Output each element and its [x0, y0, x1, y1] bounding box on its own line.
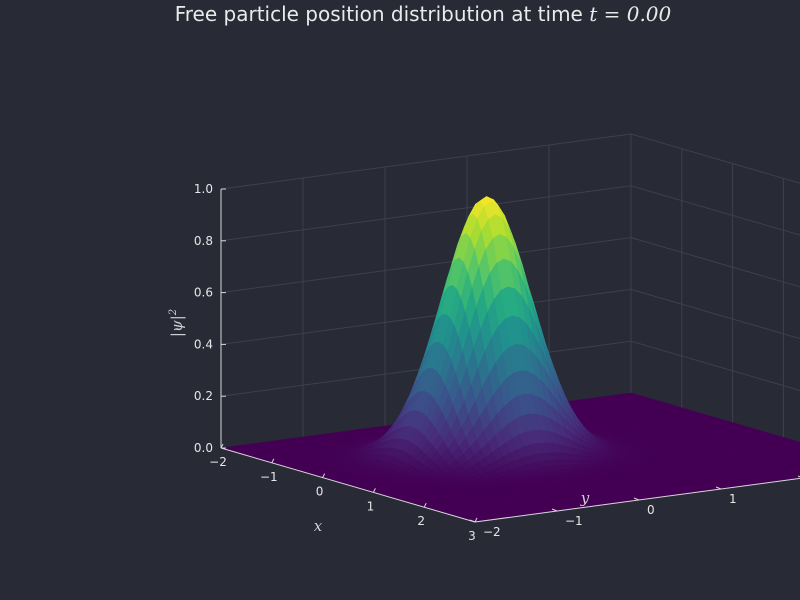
x-tick	[474, 517, 478, 523]
x-tick	[372, 488, 376, 493]
x-tick	[423, 502, 427, 508]
z-tick-label: 1.0	[194, 182, 213, 196]
surface-mesh	[220, 196, 800, 523]
x-tick-label: 1	[367, 499, 375, 513]
y-tick	[469, 519, 476, 523]
grid-line	[630, 185, 800, 236]
y-tick	[551, 508, 558, 512]
grid-line	[630, 133, 800, 184]
chart-title-time: t = 0.00	[589, 2, 671, 26]
x-tick	[271, 458, 275, 464]
x-axis-line	[220, 447, 476, 523]
chart-axes	[220, 188, 800, 523]
y-tick-label: −2	[483, 525, 501, 539]
y-tick	[797, 475, 800, 478]
y-axis-label: y	[580, 489, 590, 507]
grid-line	[630, 237, 800, 288]
y-tick-label: 0	[647, 503, 655, 517]
grid-line	[630, 288, 800, 340]
chart-title: Free particle position distribution at t…	[175, 2, 672, 26]
grid-line	[220, 185, 632, 242]
z-tick-label: 0.4	[194, 337, 213, 351]
y-axis-line	[474, 477, 800, 523]
grid-line	[630, 340, 800, 391]
x-tick	[322, 473, 326, 478]
z-tick-label: 0.2	[194, 389, 213, 403]
chart-grid	[220, 133, 800, 448]
x-tick-label: −1	[260, 470, 278, 484]
grid-line	[220, 237, 632, 294]
grid-line	[220, 133, 632, 190]
x-tick	[220, 443, 224, 449]
x-tick-label: 3	[468, 529, 476, 543]
z-axis-label-base: |ψ|	[168, 315, 186, 337]
x-tick-label: −2	[209, 455, 227, 469]
z-tick-label: 0.6	[194, 286, 213, 300]
z-tick-label: 0.8	[194, 234, 213, 248]
z-axis-label: |ψ|2	[168, 309, 186, 337]
z-tick-label: 0.0	[194, 441, 213, 455]
z-axis-label-sup: 2	[168, 309, 179, 316]
x-tick-label: 0	[316, 485, 324, 499]
chart-title-prefix: Free particle position distribution at t…	[175, 2, 590, 26]
y-tick	[633, 497, 640, 501]
y-tick-label: −1	[565, 514, 583, 528]
y-tick	[715, 486, 722, 490]
x-axis-label: x	[314, 517, 323, 535]
grid-line	[220, 288, 632, 345]
x-tick-label: 2	[417, 514, 425, 528]
y-tick-label: 1	[729, 492, 737, 506]
